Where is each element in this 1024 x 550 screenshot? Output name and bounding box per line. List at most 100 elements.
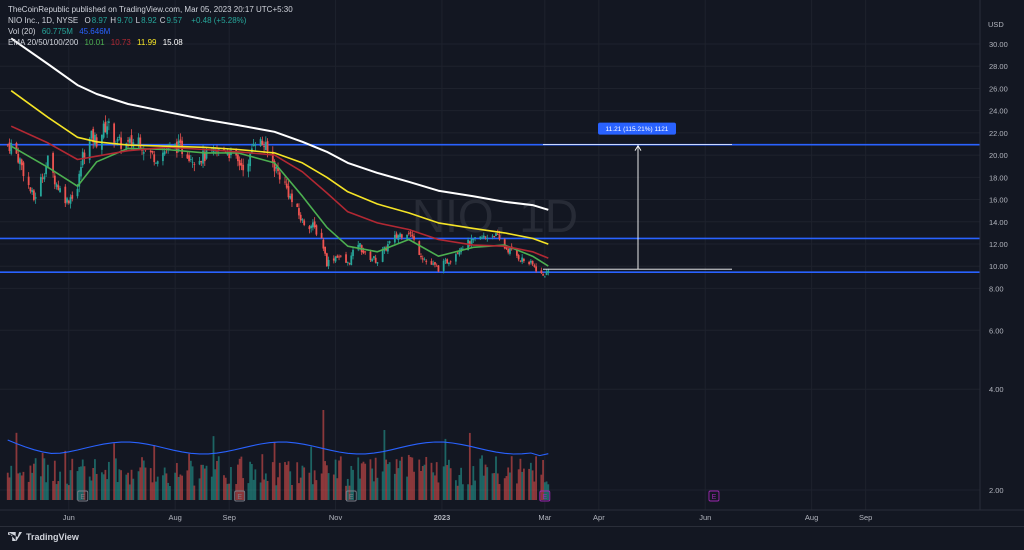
volume-bar xyxy=(388,462,391,500)
volume-bar xyxy=(308,472,311,500)
volume-bar xyxy=(299,477,302,500)
volume-bar xyxy=(315,480,318,500)
candle-body xyxy=(273,161,276,172)
volume-bar xyxy=(385,459,388,500)
volume-bar xyxy=(322,410,325,500)
volume-bar xyxy=(547,484,550,500)
candle-body xyxy=(29,187,32,192)
candle-body xyxy=(162,152,164,162)
volume-bar xyxy=(43,458,46,500)
price-axis[interactable]: USD 30.00 28.00 26.00 24.00 22.00 20.00 18.00 16… xyxy=(979,0,1024,526)
candle-body xyxy=(346,262,349,263)
candle-body xyxy=(116,138,119,142)
price-tick-label: 12.00 xyxy=(989,240,1008,249)
candle-body xyxy=(400,234,403,238)
volume-bar xyxy=(468,432,471,500)
candle-body xyxy=(78,173,81,187)
tradingview-logo[interactable]: TradingView xyxy=(8,532,79,542)
candle-body xyxy=(200,160,203,163)
candle-body xyxy=(531,260,534,265)
candle-body xyxy=(141,149,143,151)
volume-bar xyxy=(237,464,239,500)
candle-body xyxy=(278,172,281,180)
volume-bar xyxy=(461,484,464,500)
volume-bar xyxy=(486,467,489,500)
publisher-line: TheCoinRepublic published on TradingView… xyxy=(8,5,293,14)
candle-body xyxy=(247,163,250,172)
volume-bar xyxy=(266,480,269,500)
candle-body xyxy=(19,158,21,164)
time-axis[interactable]: Jun Aug Sep Nov 2023 Mar Apr Jun Aug Sep xyxy=(0,509,1024,522)
time-tick-label: Sep xyxy=(223,513,236,522)
volume-bar xyxy=(155,481,157,500)
volume-bar xyxy=(113,443,116,500)
candle-body xyxy=(522,258,525,262)
price-change: +0.48 (+5.28%) xyxy=(191,16,247,25)
candle-body xyxy=(533,265,536,267)
volume-bar xyxy=(519,458,522,500)
price-tick-label: 20.00 xyxy=(989,151,1008,160)
time-tick-label: Aug xyxy=(168,513,181,522)
volume-bar xyxy=(327,473,330,500)
volume-bar xyxy=(430,462,433,500)
footer-bar: TradingView xyxy=(0,526,1024,550)
candle-body xyxy=(332,258,335,261)
candle-body xyxy=(456,252,459,254)
volume-bar xyxy=(203,468,206,500)
candle-body xyxy=(137,137,140,145)
candle-body xyxy=(374,257,377,263)
ema50-value: 10.73 xyxy=(110,38,131,47)
volume-bar xyxy=(273,441,276,500)
volume-bar xyxy=(397,468,400,500)
volume-bar xyxy=(210,476,213,500)
volume-bar xyxy=(531,470,534,500)
candle-body xyxy=(20,159,23,166)
volume-bar xyxy=(407,454,410,500)
volume-bar xyxy=(481,455,483,500)
candle-body xyxy=(521,257,524,262)
price-tick-label: 14.00 xyxy=(989,218,1008,227)
price-tick-label: 10.00 xyxy=(989,262,1008,271)
candle-body xyxy=(491,235,494,237)
price-tick-label: 26.00 xyxy=(989,84,1008,93)
price-chart[interactable]: NIO, 1D 20.9412.509.579.46 11.21 (115.21… xyxy=(0,0,1024,526)
volume-bar xyxy=(83,466,86,500)
candle-body xyxy=(57,185,60,190)
volume-bar xyxy=(64,450,67,500)
volume-bar xyxy=(57,481,60,500)
volume-bar xyxy=(216,460,218,500)
candle-body xyxy=(53,175,56,185)
volume-bar xyxy=(247,483,250,500)
volume-bar xyxy=(496,473,499,500)
candle-body xyxy=(8,142,11,151)
time-tick-label: Jun xyxy=(699,513,711,522)
volume-bar xyxy=(472,466,475,500)
candle-body xyxy=(411,234,414,237)
volume-bar xyxy=(22,471,25,500)
candle-body xyxy=(397,235,400,240)
volume-bar xyxy=(393,473,396,500)
volume-bar xyxy=(130,469,133,500)
volume-bar xyxy=(432,472,435,500)
candle-body xyxy=(425,260,428,262)
price-tick-label: 4.00 xyxy=(989,385,1004,394)
candle-body xyxy=(33,190,35,201)
candle-body xyxy=(322,239,325,249)
volume-bar xyxy=(33,463,35,500)
candle-body xyxy=(312,222,314,228)
candle-body xyxy=(540,270,543,274)
volume-bar xyxy=(116,482,119,500)
candle-body xyxy=(409,232,412,234)
candle-body xyxy=(127,140,129,142)
volume-bar xyxy=(374,457,377,500)
candle-body xyxy=(41,177,44,179)
volume-bar xyxy=(409,456,412,500)
volume-bar xyxy=(460,467,463,500)
volume-bar xyxy=(102,474,105,500)
price-tick-label: 16.00 xyxy=(989,196,1008,205)
tradingview-brand: TradingView xyxy=(26,532,79,542)
candle-body xyxy=(205,149,208,159)
time-tick-label: Mar xyxy=(538,513,551,522)
volume-bar xyxy=(128,484,131,500)
volume-bar xyxy=(144,467,147,500)
